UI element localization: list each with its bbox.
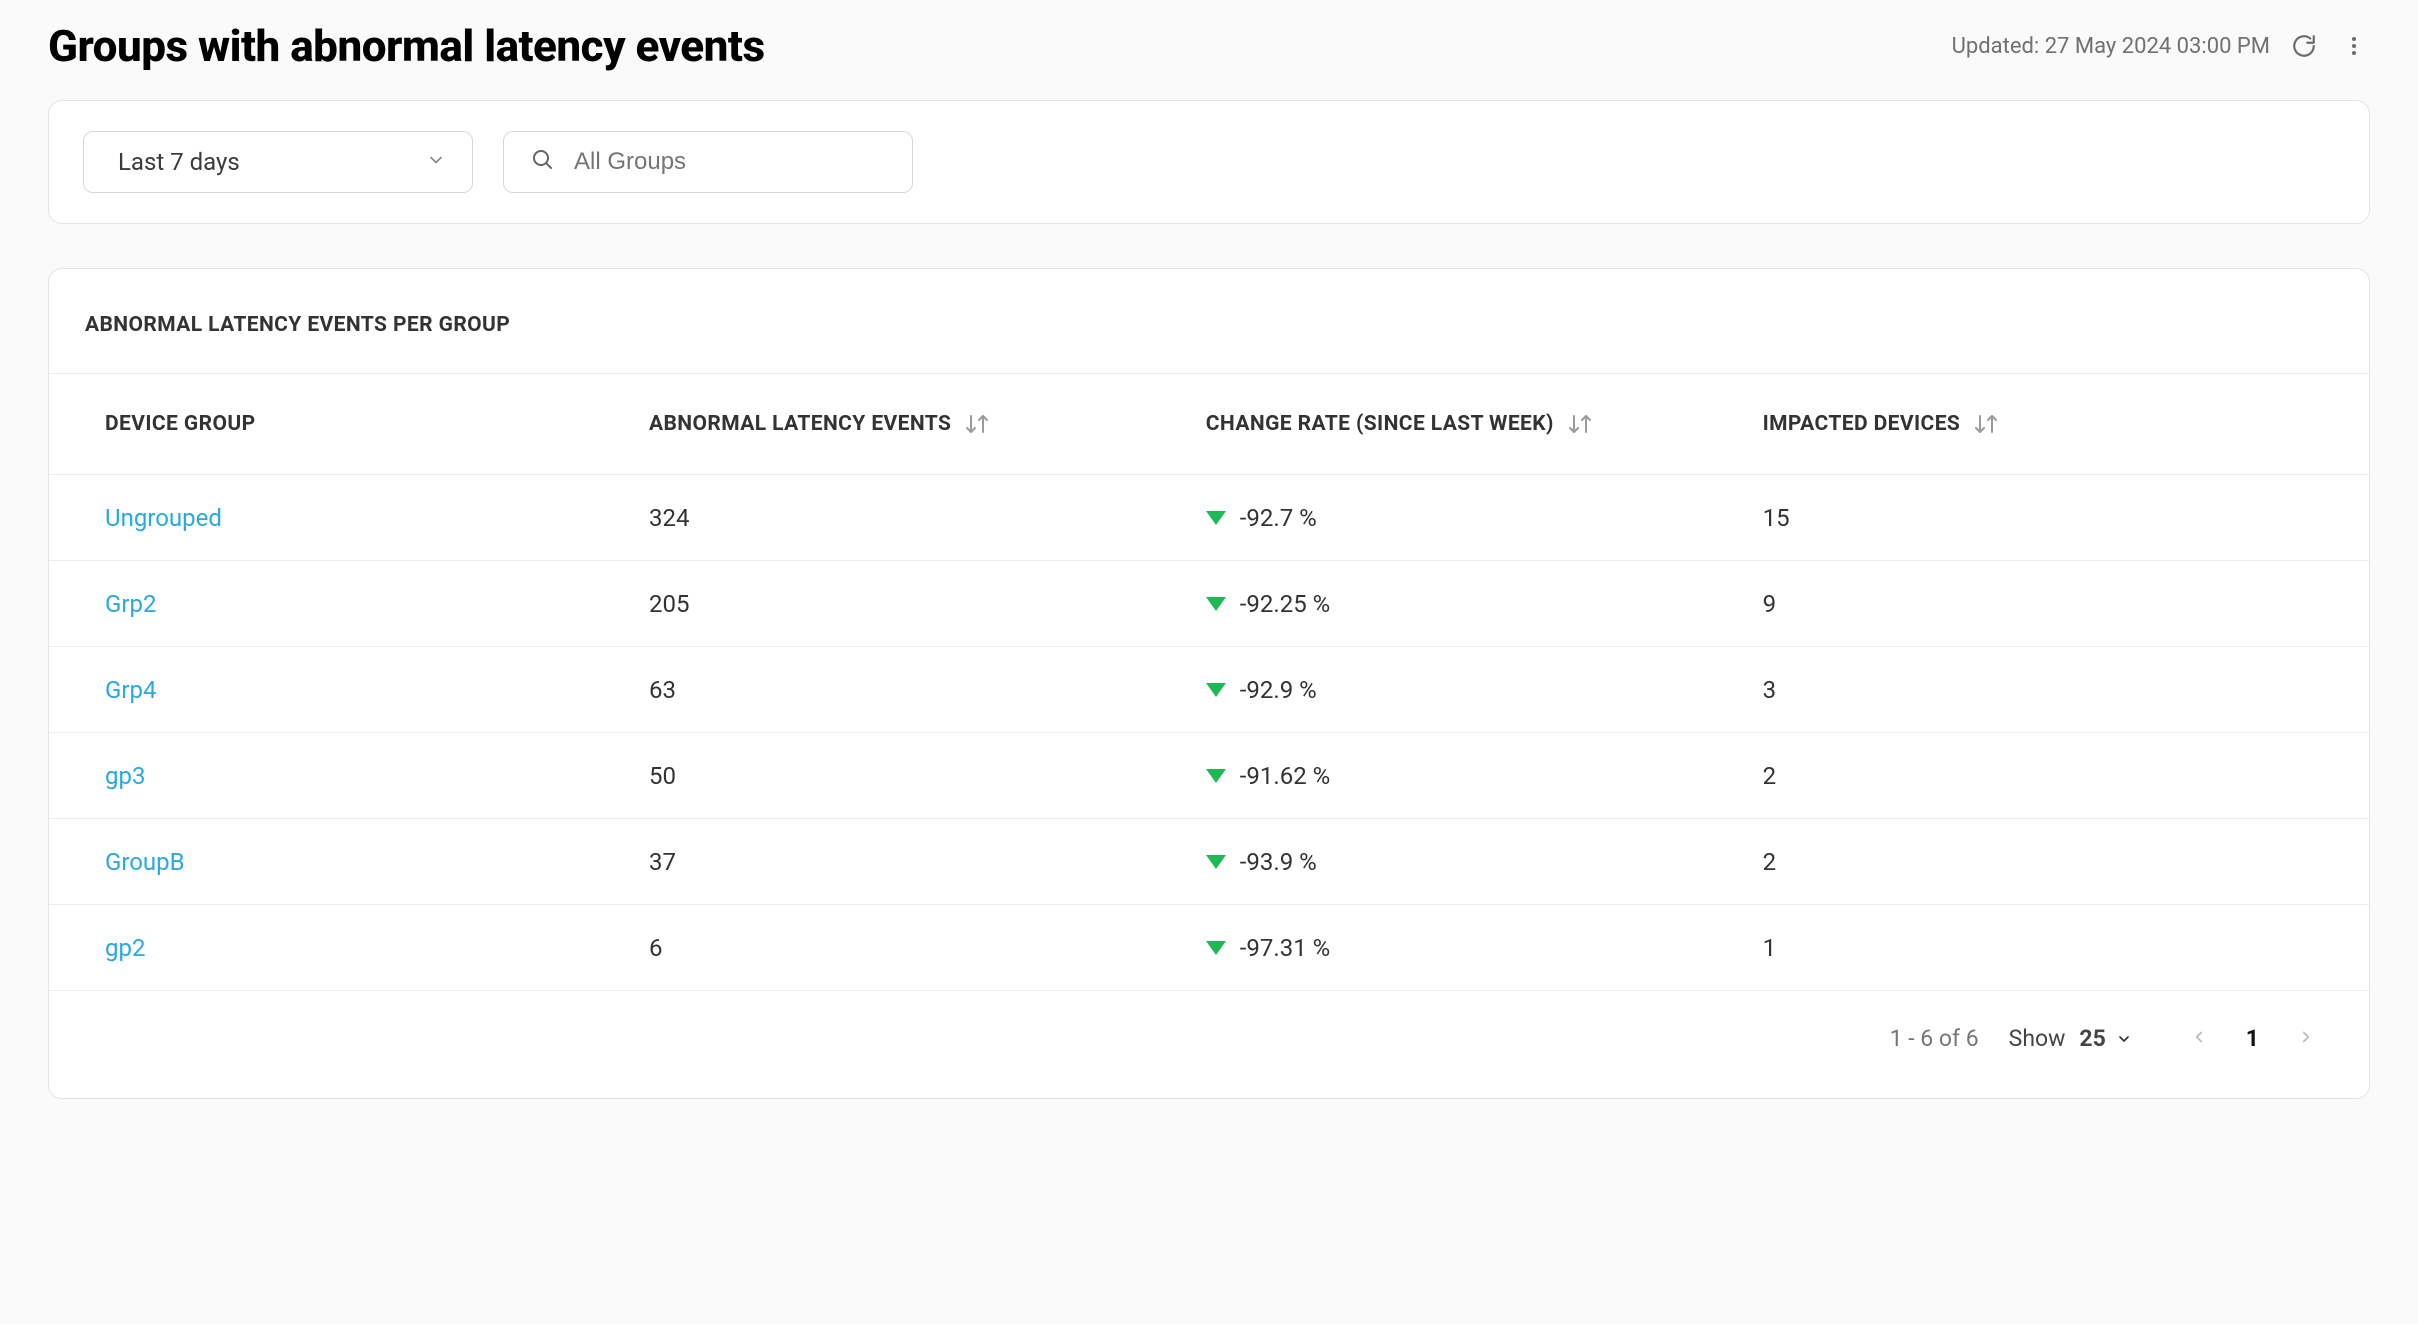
header-meta: Updated: 27 May 2024 03:00 PM xyxy=(1952,30,2370,62)
trend-down-icon xyxy=(1206,855,1226,869)
events-cell: 6 xyxy=(629,905,1186,991)
change-value: -97.31 % xyxy=(1240,934,1330,962)
page-size-group: Show 25 xyxy=(2009,1025,2132,1052)
page-size-select[interactable]: 25 xyxy=(2079,1025,2131,1052)
impacted-cell: 2 xyxy=(1743,819,2369,905)
col-header-change-label: CHANGE RATE (SINCE LAST WEEK) xyxy=(1206,412,1554,436)
change-cell: -97.31 % xyxy=(1186,905,1743,991)
pager: 1 xyxy=(2182,1021,2323,1056)
trend-down-icon xyxy=(1206,769,1226,783)
time-range-label: Last 7 days xyxy=(118,148,240,176)
updated-prefix: Updated: xyxy=(1952,34,2045,59)
change-cell: -92.25 % xyxy=(1186,561,1743,647)
change-cell: -91.62 % xyxy=(1186,733,1743,819)
table-footer: 1 - 6 of 6 Show 25 1 xyxy=(49,991,2369,1098)
chevron-down-icon xyxy=(2116,1031,2132,1047)
sort-icon xyxy=(1566,413,1594,435)
row-count: 1 - 6 of 6 xyxy=(1890,1025,1979,1052)
events-cell: 50 xyxy=(629,733,1186,819)
events-cell: 324 xyxy=(629,475,1186,561)
col-header-events-label: ABNORMAL LATENCY EVENTS xyxy=(649,412,951,436)
table-card: ABNORMAL LATENCY EVENTS PER GROUP DEVICE… xyxy=(48,268,2370,1099)
trend-down-icon xyxy=(1206,683,1226,697)
events-cell: 63 xyxy=(629,647,1186,733)
group-search[interactable] xyxy=(503,131,913,193)
table-row: Grp2 205 -92.25 % 9 xyxy=(49,561,2369,647)
group-link[interactable]: gp3 xyxy=(105,762,145,790)
refresh-icon[interactable] xyxy=(2288,30,2320,62)
change-value: -92.25 % xyxy=(1240,590,1330,618)
impacted-cell: 15 xyxy=(1743,475,2369,561)
impacted-cell: 3 xyxy=(1743,647,2369,733)
group-link[interactable]: Grp4 xyxy=(105,676,156,704)
impacted-cell: 9 xyxy=(1743,561,2369,647)
group-link[interactable]: Grp2 xyxy=(105,590,156,618)
latency-table: DEVICE GROUP ABNORMAL LATENCY EVENTS xyxy=(49,373,2369,991)
change-cell: -92.9 % xyxy=(1186,647,1743,733)
sort-icon xyxy=(1972,413,2000,435)
change-cell: -93.9 % xyxy=(1186,819,1743,905)
table-row: gp3 50 -91.62 % 2 xyxy=(49,733,2369,819)
group-link[interactable]: gp2 xyxy=(105,934,145,962)
chevron-down-icon xyxy=(426,148,446,176)
table-row: Ungrouped 324 -92.7 % 15 xyxy=(49,475,2369,561)
change-cell: -92.7 % xyxy=(1186,475,1743,561)
page-size-value: 25 xyxy=(2079,1025,2105,1052)
impacted-cell: 1 xyxy=(1743,905,2369,991)
table-row: Grp4 63 -92.9 % 3 xyxy=(49,647,2369,733)
search-icon xyxy=(530,147,554,177)
change-value: -92.7 % xyxy=(1240,504,1317,532)
current-page: 1 xyxy=(2246,1025,2259,1052)
filters-card: Last 7 days xyxy=(48,100,2370,224)
panel-title: ABNORMAL LATENCY EVENTS PER GROUP xyxy=(49,269,2369,373)
col-header-change[interactable]: CHANGE RATE (SINCE LAST WEEK) xyxy=(1186,374,1743,475)
time-range-dropdown[interactable]: Last 7 days xyxy=(83,131,473,193)
col-header-group[interactable]: DEVICE GROUP xyxy=(49,374,629,475)
updated-label: Updated: 27 May 2024 03:00 PM xyxy=(1952,34,2270,59)
sort-icon xyxy=(963,413,991,435)
col-header-impacted-label: IMPACTED DEVICES xyxy=(1763,412,1961,436)
trend-down-icon xyxy=(1206,597,1226,611)
group-search-input[interactable] xyxy=(572,147,886,177)
col-header-impacted[interactable]: IMPACTED DEVICES xyxy=(1743,374,2369,475)
col-header-group-label: DEVICE GROUP xyxy=(105,412,256,436)
table-row: gp2 6 -97.31 % 1 xyxy=(49,905,2369,991)
change-value: -91.62 % xyxy=(1240,762,1330,790)
trend-down-icon xyxy=(1206,511,1226,525)
show-label: Show xyxy=(2009,1025,2066,1052)
group-link[interactable]: Ungrouped xyxy=(105,504,222,532)
next-page-button[interactable] xyxy=(2289,1021,2323,1056)
events-cell: 37 xyxy=(629,819,1186,905)
col-header-events[interactable]: ABNORMAL LATENCY EVENTS xyxy=(629,374,1186,475)
change-value: -93.9 % xyxy=(1240,848,1317,876)
more-menu-icon[interactable] xyxy=(2338,30,2370,62)
group-link[interactable]: GroupB xyxy=(105,848,185,876)
trend-down-icon xyxy=(1206,941,1226,955)
page-title: Groups with abnormal latency events xyxy=(48,20,765,72)
table-row: GroupB 37 -93.9 % 2 xyxy=(49,819,2369,905)
table-header-row: DEVICE GROUP ABNORMAL LATENCY EVENTS xyxy=(49,374,2369,475)
events-cell: 205 xyxy=(629,561,1186,647)
updated-timestamp: 27 May 2024 03:00 PM xyxy=(2045,34,2270,59)
impacted-cell: 2 xyxy=(1743,733,2369,819)
prev-page-button[interactable] xyxy=(2182,1021,2216,1056)
page-header: Groups with abnormal latency events Upda… xyxy=(48,20,2370,72)
change-value: -92.9 % xyxy=(1240,676,1317,704)
